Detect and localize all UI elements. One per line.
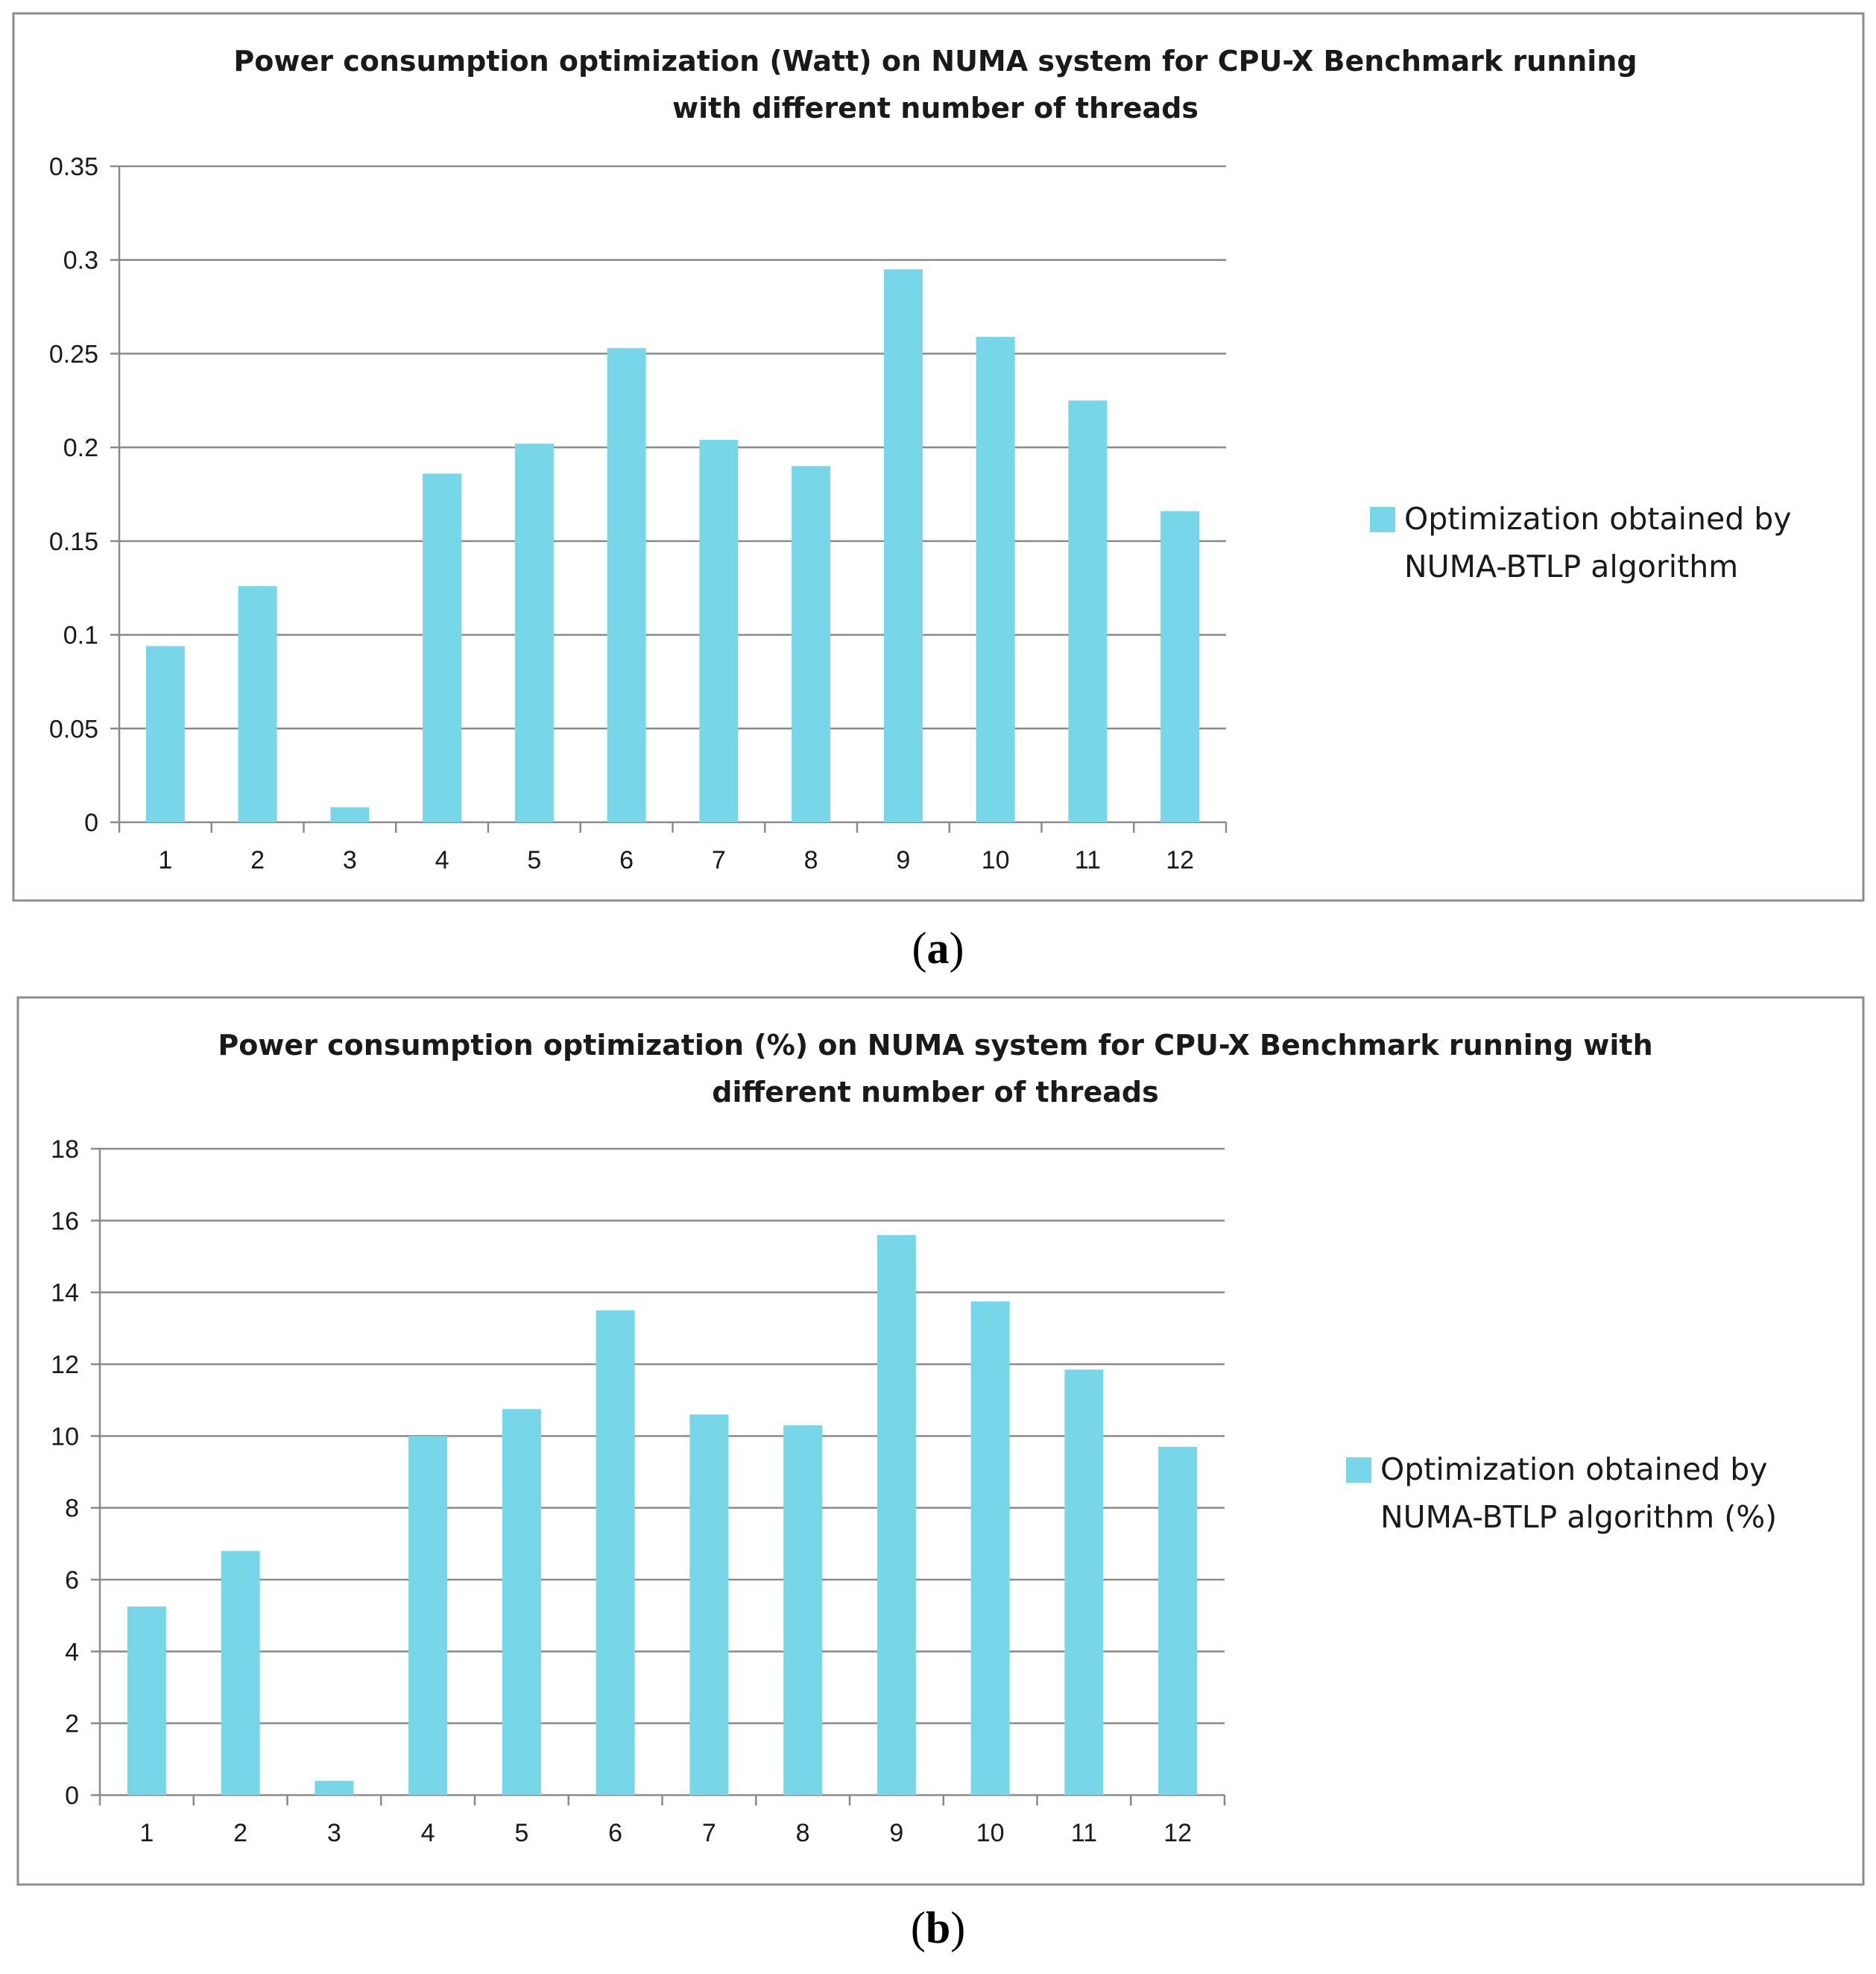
x-tick-label: 8 [804, 846, 818, 874]
bar-5 [514, 444, 554, 822]
legend-label-line: NUMA-BTLP algorithm [1404, 549, 1738, 584]
x-tick-label: 9 [889, 1819, 903, 1847]
bar-6 [596, 1310, 635, 1795]
caption-b-letter: b [925, 1903, 951, 1952]
chart-b: Power consumption optimization (%) on NU… [16, 996, 1865, 1886]
y-tick-label: 14 [51, 1279, 79, 1308]
bar-1 [145, 646, 185, 822]
bar-8 [792, 466, 831, 822]
caption-a: (a) [912, 924, 964, 973]
bar-8 [783, 1425, 823, 1795]
x-tick-label: 6 [619, 846, 634, 874]
bar-7 [689, 1414, 729, 1795]
legend-swatch [1370, 507, 1395, 532]
chart-title-line: Power consumption optimization (%) on NU… [218, 1029, 1652, 1062]
x-tick-label: 10 [976, 1819, 1005, 1847]
y-tick-label: 16 [51, 1207, 79, 1235]
x-tick-label: 11 [1071, 1819, 1097, 1847]
legend-label-line: Optimization obtained by [1404, 501, 1792, 537]
y-tick-label: 0 [84, 809, 98, 837]
x-tick-label: 2 [250, 846, 265, 874]
bar-10 [976, 336, 1015, 822]
y-tick-label: 2 [65, 1710, 79, 1738]
y-tick-label: 0.15 [49, 528, 98, 556]
x-tick-label: 10 [982, 846, 1010, 874]
y-tick-label: 12 [51, 1351, 79, 1379]
chart-frame [16, 996, 1865, 1886]
caption-b: (b) [910, 1903, 966, 1952]
chart-title-line: with different number of threads [672, 92, 1198, 124]
bar-2 [238, 586, 277, 822]
bar-10 [970, 1301, 1010, 1795]
x-tick-label: 6 [608, 1819, 622, 1847]
chart-title-line: Power consumption optimization (Watt) on… [233, 45, 1637, 78]
bar-4 [423, 473, 462, 822]
bar-12 [1160, 511, 1200, 822]
bar-9 [877, 1234, 916, 1795]
y-tick-label: 0.2 [63, 434, 98, 462]
chart-frame [12, 12, 1865, 902]
bar-3 [315, 1780, 354, 1795]
x-tick-label: 7 [702, 1819, 716, 1847]
x-tick-label: 4 [421, 1819, 435, 1847]
legend-label-line: NUMA-BTLP algorithm (%) [1380, 1499, 1777, 1535]
bar-7 [699, 440, 739, 822]
bar-1 [127, 1606, 166, 1795]
y-tick-label: 0.3 [63, 247, 98, 275]
legend-label-line: Optimization obtained by [1380, 1451, 1768, 1487]
bar-11 [1068, 400, 1108, 822]
y-tick-label: 0.35 [49, 153, 98, 181]
x-tick-label: 11 [1075, 846, 1101, 874]
x-tick-label: 8 [796, 1819, 810, 1847]
y-tick-label: 8 [65, 1495, 79, 1523]
bar-4 [408, 1436, 448, 1795]
x-tick-label: 2 [233, 1819, 247, 1847]
y-tick-label: 18 [51, 1135, 79, 1164]
y-tick-label: 0.1 [63, 622, 98, 650]
bar-11 [1064, 1369, 1104, 1795]
bar-6 [607, 347, 646, 822]
x-tick-label: 12 [1166, 846, 1194, 874]
caption-a-letter: a [926, 924, 950, 973]
y-tick-label: 4 [65, 1638, 79, 1666]
bar-5 [502, 1409, 541, 1795]
x-tick-label: 3 [327, 1819, 341, 1847]
bar-12 [1158, 1446, 1198, 1795]
x-tick-label: 5 [527, 846, 541, 874]
bar-2 [221, 1551, 260, 1795]
x-tick-label: 5 [514, 1819, 528, 1847]
x-tick-label: 9 [896, 846, 910, 874]
y-tick-label: 0 [65, 1782, 79, 1810]
y-tick-label: 0.25 [49, 340, 98, 368]
x-tick-label: 1 [139, 1819, 154, 1847]
chart-a: Power consumption optimization (Watt) on… [12, 12, 1865, 902]
bar-3 [330, 807, 370, 822]
x-tick-label: 1 [158, 846, 172, 874]
x-tick-label: 3 [343, 846, 357, 874]
legend-swatch [1346, 1457, 1371, 1483]
chart-panel-b: Power consumption optimization (%) on NU… [0, 984, 1876, 1890]
chart-panel-a: Power consumption optimization (Watt) on… [0, 0, 1876, 906]
x-tick-label: 7 [712, 846, 726, 874]
y-tick-label: 10 [51, 1422, 79, 1451]
chart-title-line: different number of threads [712, 1076, 1158, 1109]
bar-9 [883, 269, 923, 822]
y-tick-label: 6 [65, 1566, 79, 1595]
y-tick-label: 0.05 [49, 715, 98, 743]
x-tick-label: 4 [435, 846, 449, 874]
x-tick-label: 12 [1163, 1819, 1192, 1847]
